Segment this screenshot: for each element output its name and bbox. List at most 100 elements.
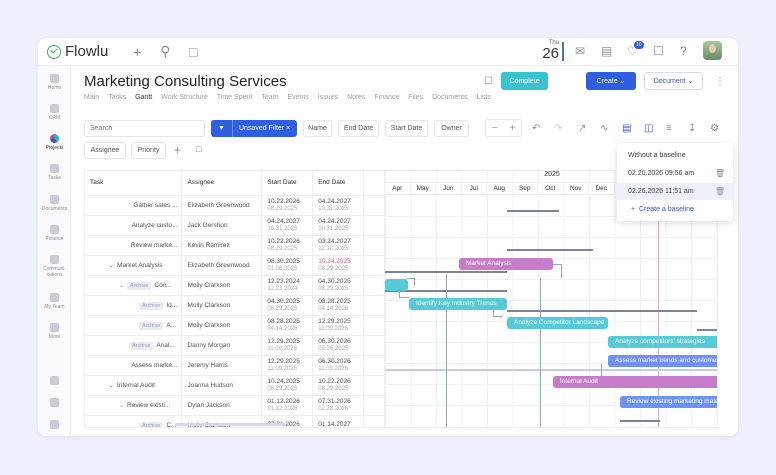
tab-lists[interactable]: Lists xyxy=(476,94,491,101)
table-row[interactable]: ⌄ Market Analysis Elizabeth Greenwood 08.30… xyxy=(85,255,385,276)
tab-notes[interactable]: Notes xyxy=(347,94,366,101)
document-dropdown[interactable]: Document ⌄ xyxy=(644,72,703,90)
table-row[interactable]: Analyze custo... Jack Gershon 04.24.2027 10… xyxy=(85,215,385,236)
complete-button[interactable]: Complete xyxy=(501,72,548,90)
gear-icon[interactable]: ⚙ xyxy=(710,123,719,134)
sidebar-item-more[interactable]: More xyxy=(38,323,71,340)
collapse-chevron-icon[interactable]: ⌄ xyxy=(109,262,115,269)
add-filter-icon[interactable]: + xyxy=(174,143,182,157)
filter-chip-assignee[interactable]: Assignee xyxy=(84,142,126,159)
gantt-bar-competitor-strategies[interactable]: Analyze competitors' strategies xyxy=(608,336,717,348)
bell-icon[interactable]: ♡ xyxy=(627,44,638,58)
filter-chip-end-date[interactable]: End Date xyxy=(338,120,379,137)
col-start[interactable]: Start Date xyxy=(261,171,314,196)
table-row[interactable]: Archive Id... Molly Clarkson 04.30.2025 08.2… xyxy=(85,295,385,316)
tab-gantt[interactable]: Gantt xyxy=(135,94,153,101)
notes-icon[interactable]: ▤ xyxy=(601,44,613,58)
create-button[interactable]: Create ⌄ xyxy=(586,72,636,90)
table-row[interactable]: ⌄ Review existi... Dylan Jackson 01.12.2026… xyxy=(85,395,385,416)
filter-chip-name[interactable]: Name xyxy=(303,120,332,137)
avatar[interactable] xyxy=(703,41,722,60)
more-menu-icon[interactable]: ⋮ xyxy=(715,76,725,87)
baseline-bar xyxy=(385,369,717,371)
tab-team[interactable]: Team xyxy=(261,94,279,101)
gantt-bar-market-analysis[interactable]: Market Analysis xyxy=(459,258,553,270)
tab-issues[interactable]: Issues xyxy=(317,94,339,101)
chat-icon[interactable]: ☐ xyxy=(653,44,664,58)
critical-path-icon[interactable]: ∿ xyxy=(600,123,609,134)
download-icon[interactable]: ↧ xyxy=(688,123,697,134)
sidebar-item-projects[interactable]: Projects xyxy=(38,134,71,151)
undo-icon[interactable]: ↶ xyxy=(532,123,541,134)
gantt-bar-review-materials[interactable]: Review existing marketing mater xyxy=(620,396,717,408)
logo[interactable]: Flowlu xyxy=(47,43,108,60)
gantt-bar-assess-trends[interactable]: Assess market trends and customer xyxy=(608,355,717,367)
search-input[interactable] xyxy=(84,120,205,137)
bookmark-icon[interactable]: □ xyxy=(196,144,202,154)
table-row[interactable]: Archive Anal... Danny Morgan 12.29.2025 11.0… xyxy=(85,335,385,356)
tab-events[interactable]: Events xyxy=(287,94,309,101)
tab-files[interactable]: Files xyxy=(408,94,424,101)
baseline-icon[interactable]: ▤ xyxy=(622,123,632,134)
table-row[interactable]: Gather sales ... Elizabeth Greenwood 10.22… xyxy=(85,195,385,216)
comment-icon[interactable]: ☐ xyxy=(484,76,493,87)
col-assignee[interactable]: Assignee xyxy=(181,171,263,196)
gantt-bar[interactable] xyxy=(385,279,408,291)
trash-icon[interactable]: 🗑 xyxy=(714,187,725,196)
sidebar-tool-2[interactable] xyxy=(38,398,71,409)
tab-time-spent[interactable]: Time Spent xyxy=(216,94,253,101)
redo-icon[interactable]: ↷ xyxy=(554,123,563,134)
tab-main[interactable]: Main xyxy=(84,94,100,101)
create-baseline-button[interactable]: + Create a baseline xyxy=(631,206,694,213)
table-row[interactable]: ⌄ Archive Con... Molly Clarkson 12.23.2024 12… xyxy=(85,275,385,296)
gantt-bar-internal-audit[interactable]: Internal Audit xyxy=(553,376,717,388)
horizontal-scrollbar[interactable] xyxy=(175,423,285,426)
sidebar-item-communications[interactable]: Communi- cations xyxy=(38,255,71,278)
filter-chip-start-date[interactable]: Start Date xyxy=(385,120,428,137)
tab-finance[interactable]: Finance xyxy=(374,94,400,101)
tab-documents[interactable]: Documents xyxy=(432,94,468,101)
trash-icon[interactable]: 🗑 xyxy=(714,169,725,178)
collapse-chevron-icon[interactable]: ⌄ xyxy=(119,402,125,409)
date-widget[interactable]: Thu 26 xyxy=(542,40,559,62)
zoom-out-button[interactable]: − xyxy=(491,122,498,134)
gantt-bar-identify-trends[interactable]: Identify Key Industry Trends xyxy=(409,298,507,310)
collapse-chevron-icon[interactable]: ⌄ xyxy=(119,282,125,289)
search-icon[interactable]: ⚲ xyxy=(160,43,171,59)
settings-sliders-icon[interactable]: ≡ xyxy=(666,123,672,134)
plus-icon[interactable]: + xyxy=(133,43,142,60)
sidebar-tool-1[interactable] xyxy=(38,376,71,387)
sidebar-item-home[interactable]: Home xyxy=(38,74,71,91)
table-row[interactable]: Archive A... Molly Clarkson 08.28.2025 04.14… xyxy=(85,315,385,336)
gantt-bar-competitor-landscape[interactable]: Analyze Competitor Landscape xyxy=(507,317,608,329)
sidebar-item-crm[interactable]: CRM xyxy=(38,104,71,121)
help-icon[interactable]: ? xyxy=(680,44,687,58)
collapse-chevron-icon[interactable]: ⌄ xyxy=(109,382,115,389)
table-row[interactable]: Review marke... Kevin Ramirez 10.22.2026 08… xyxy=(85,235,385,256)
baseline-option[interactable]: 02.20.2026 09:56 am 🗑 xyxy=(617,165,733,182)
baseline-option-selected[interactable]: 02.26.2026 11:51 am 🗑 xyxy=(617,183,733,200)
unsaved-filter-button[interactable]: ▼ Unsaved Filter × xyxy=(211,120,297,137)
tab-tasks[interactable]: Tasks xyxy=(108,94,127,101)
col-end[interactable]: End Date xyxy=(312,171,365,196)
clear-filter-icon[interactable]: × xyxy=(286,125,291,132)
table-row[interactable]: ⌄ Internal Audit Joanna Hudson 10.24.2025 08… xyxy=(85,375,385,396)
baseline-none-option[interactable]: Without a baseline xyxy=(628,152,686,159)
pin-icon[interactable]: □ xyxy=(189,43,198,60)
filter-chip-priority[interactable]: Priority xyxy=(131,142,166,159)
fullscreen-icon[interactable]: ↗ xyxy=(578,123,587,134)
sidebar-item-documents[interactable]: Documents xyxy=(38,195,71,212)
sidebar-item-tasks[interactable]: Tasks xyxy=(38,164,71,181)
col-task[interactable]: Task xyxy=(85,171,183,196)
columns-icon[interactable]: ◫ xyxy=(644,123,654,134)
zoom-in-button[interactable]: + xyxy=(509,122,516,134)
sidebar-tool-3[interactable] xyxy=(38,420,71,431)
tab-work-structure[interactable]: Work Structure xyxy=(161,94,208,101)
sidebar-item-finance[interactable]: Finance xyxy=(38,225,71,242)
table-row[interactable]: Assess marke... Jeremy Harris 12.29.2025 11… xyxy=(85,355,385,376)
sidebar-item-my-team[interactable]: My Team xyxy=(38,293,71,310)
mail-icon[interactable]: ✉ xyxy=(575,44,586,58)
date-divider xyxy=(562,42,564,61)
filter-chip-owner[interactable]: Owner xyxy=(434,120,469,137)
